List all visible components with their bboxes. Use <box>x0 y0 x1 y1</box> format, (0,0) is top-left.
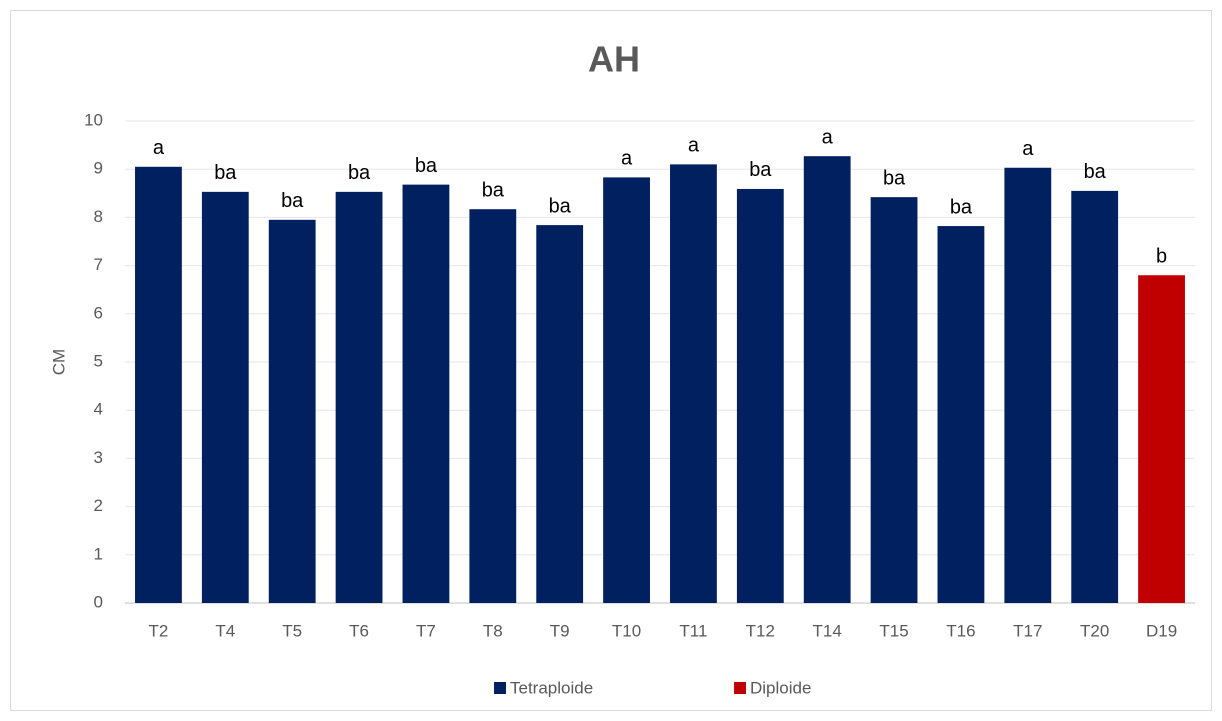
annotation: a <box>822 126 834 148</box>
y-tick-label: 6 <box>94 303 103 322</box>
annotation: ba <box>883 167 906 189</box>
legend-swatch <box>494 682 506 694</box>
annotation: ba <box>348 162 371 184</box>
x-tick-label: T4 <box>215 621 235 640</box>
x-tick-label: T11 <box>679 621 707 640</box>
x-tick-label: T12 <box>746 621 775 640</box>
y-tick-label: 8 <box>94 207 103 226</box>
x-tick-label: T9 <box>550 621 570 640</box>
y-tick-label: 10 <box>84 110 103 129</box>
annotation: a <box>1022 138 1034 160</box>
x-tick-label: T20 <box>1080 621 1109 640</box>
annotation: ba <box>281 190 304 212</box>
bar <box>603 177 650 604</box>
chart-title: AH <box>588 39 640 80</box>
bar <box>201 191 249 603</box>
bar <box>1138 275 1185 603</box>
x-tick-label: T6 <box>349 621 369 640</box>
annotation: ba <box>482 179 505 201</box>
y-axis-label: CM <box>49 349 68 375</box>
x-tick-label: T5 <box>282 621 302 640</box>
y-tick-label: 0 <box>94 592 103 611</box>
annotation: b <box>1156 246 1167 268</box>
y-tick-label: 1 <box>94 544 103 563</box>
bar <box>937 226 985 604</box>
annotation: ba <box>214 162 237 184</box>
bar <box>870 197 918 603</box>
x-tick-label: T15 <box>879 621 908 640</box>
x-tick-label: T17 <box>1013 621 1042 640</box>
x-tick-label: D19 <box>1146 621 1177 640</box>
y-tick-label: 9 <box>94 159 103 178</box>
bar <box>268 219 316 603</box>
annotation: a <box>153 137 165 159</box>
bar <box>1071 190 1119 603</box>
bar <box>536 225 584 603</box>
bar <box>736 188 784 603</box>
x-tick-label: T8 <box>483 621 503 640</box>
annotation: ba <box>950 196 973 218</box>
x-tick-label: T10 <box>612 621 641 640</box>
bar <box>402 184 450 603</box>
y-tick-label: 3 <box>94 448 103 467</box>
x-tick-label: T7 <box>416 621 436 640</box>
annotation: ba <box>549 195 572 217</box>
legend-swatch <box>734 682 746 694</box>
bar <box>135 166 182 604</box>
x-tick-label: T16 <box>946 621 975 640</box>
y-tick-label: 4 <box>94 400 103 419</box>
y-tick-label: 5 <box>94 351 103 370</box>
x-tick-label: T2 <box>149 621 169 640</box>
bar <box>469 209 517 603</box>
x-tick-label: T14 <box>813 621 842 640</box>
y-tick-label: 7 <box>94 255 103 274</box>
bar <box>670 164 717 603</box>
annotation: a <box>688 135 700 157</box>
bar <box>803 156 851 603</box>
annotation: a <box>621 148 633 170</box>
annotation: ba <box>749 159 772 181</box>
bar <box>1004 167 1052 603</box>
y-tick-label: 2 <box>94 496 103 515</box>
annotation: ba <box>1084 161 1107 183</box>
legend-label: Diploide <box>750 678 811 697</box>
legend-label: Tetraploide <box>510 678 593 697</box>
bar <box>335 191 383 603</box>
annotation: ba <box>415 155 438 177</box>
